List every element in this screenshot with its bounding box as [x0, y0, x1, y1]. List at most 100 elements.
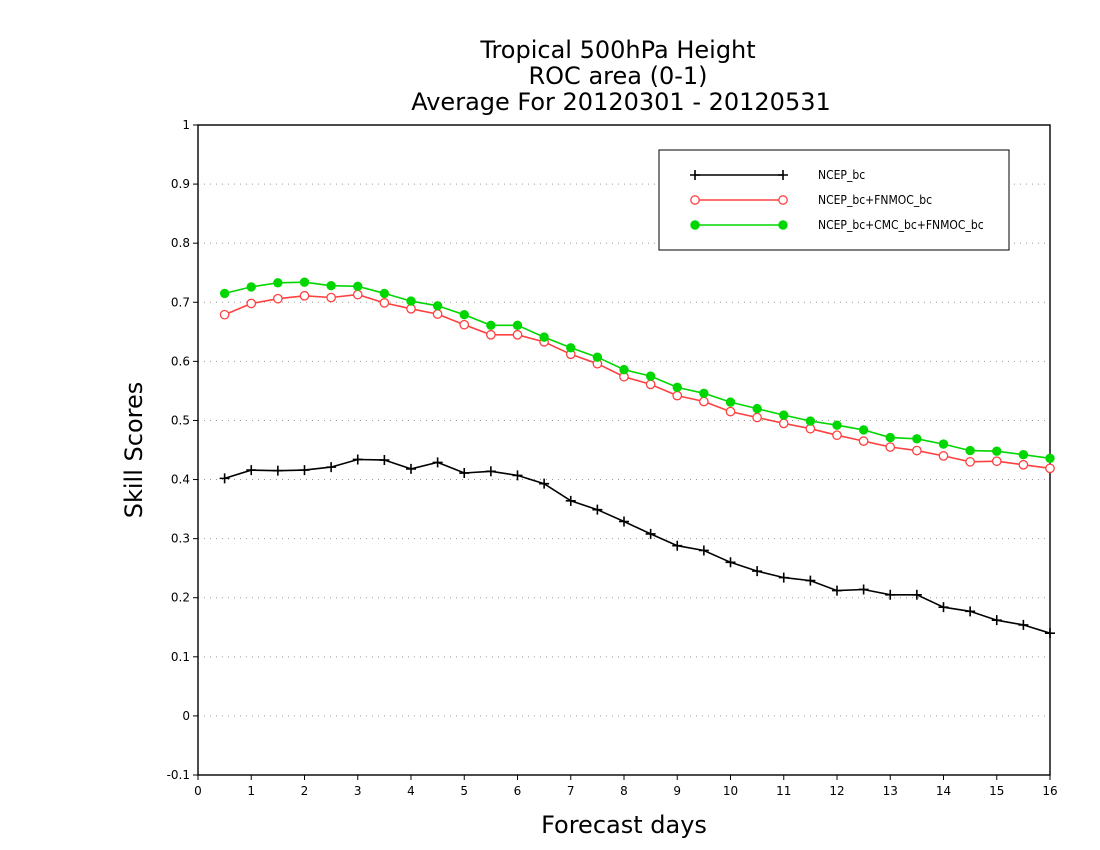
- x-tick-label: 7: [567, 784, 575, 798]
- data-point: [938, 439, 949, 449]
- data-point: [219, 473, 230, 484]
- series-1: [219, 454, 1055, 639]
- data-point: [725, 397, 736, 407]
- data-point: [485, 466, 496, 477]
- data-point: [965, 606, 976, 617]
- data-point: [690, 195, 700, 205]
- data-point: [352, 289, 363, 300]
- data-point: [219, 309, 230, 320]
- x-tick-label: 1: [247, 784, 255, 798]
- data-point: [1018, 459, 1029, 470]
- data-point: [965, 456, 975, 467]
- y-tick-label: 1: [182, 118, 190, 132]
- data-point: [1045, 453, 1055, 463]
- data-point: [219, 288, 230, 299]
- data-point: [486, 329, 496, 340]
- x-tick-label: 14: [936, 784, 951, 798]
- data-point: [778, 195, 788, 205]
- chart-title: Tropical 500hPa Height ROC area (0-1) Av…: [411, 36, 831, 116]
- data-point: [911, 589, 922, 600]
- y-tick-label: 0: [182, 709, 190, 723]
- legend-entry: NCEP_bc+CMC_bc+FNMOC_bc: [690, 218, 984, 232]
- data-point: [938, 451, 949, 461]
- data-point: [778, 220, 788, 230]
- series-2: [219, 289, 1055, 474]
- data-point: [353, 281, 363, 292]
- data-point: [832, 585, 842, 596]
- data-point: [299, 465, 310, 476]
- data-point: [1045, 628, 1055, 639]
- data-point: [992, 446, 1002, 456]
- x-axis-label: Forecast days: [541, 811, 707, 839]
- data-point: [938, 602, 949, 613]
- data-point: [539, 478, 550, 489]
- series-line: [224, 458, 1051, 634]
- data-point: [778, 572, 789, 583]
- data-point: [1018, 619, 1029, 630]
- y-tick-label: 0.5: [171, 413, 190, 427]
- data-point: [326, 292, 336, 303]
- y-tick-label: 0.4: [171, 473, 190, 487]
- data-point: [432, 309, 443, 319]
- y-tick-label: 0.8: [171, 236, 190, 250]
- y-tick-label: 0.2: [171, 591, 190, 605]
- data-point: [592, 352, 603, 362]
- legend-label: NCEP_bc+FNMOC_bc: [818, 193, 932, 207]
- data-point: [912, 445, 922, 456]
- data-point: [432, 457, 443, 468]
- x-tick-label: 15: [989, 784, 1004, 798]
- data-point: [991, 615, 1002, 626]
- y-tick-label: 0.3: [171, 532, 190, 546]
- legend-entry: NCEP_bc+FNMOC_bc: [690, 193, 932, 207]
- data-point: [486, 320, 496, 331]
- data-point: [326, 281, 336, 291]
- data-point: [619, 516, 629, 527]
- data-point: [379, 298, 390, 308]
- data-point: [273, 293, 283, 304]
- grid-lines: [198, 183, 1050, 717]
- y-tick-label: -0.1: [167, 768, 190, 782]
- data-point: [406, 303, 416, 314]
- data-point: [619, 364, 629, 375]
- data-point: [699, 396, 709, 407]
- data-point: [672, 390, 683, 401]
- data-point: [326, 462, 337, 473]
- data-point: [885, 432, 895, 443]
- data-point: [432, 301, 443, 311]
- data-point: [272, 465, 283, 476]
- x-tick-label: 12: [829, 784, 844, 798]
- data-point: [778, 170, 788, 180]
- data-point: [379, 455, 390, 466]
- data-point: [832, 430, 842, 441]
- data-point: [885, 442, 896, 452]
- series-line: [224, 293, 1051, 470]
- data-point: [512, 329, 523, 340]
- x-tick-label: 11: [776, 784, 791, 798]
- data-point: [539, 332, 549, 342]
- axes: -0.100.10.20.30.40.50.60.70.80.910 1 2 3 4 5 6…: [167, 118, 1058, 798]
- x-tick-label: 5: [460, 784, 468, 798]
- data-point: [698, 545, 709, 556]
- data-point: [699, 388, 709, 398]
- legend-label: NCEP_bc+CMC_bc+FNMOC_bc: [818, 218, 984, 232]
- data-point: [459, 319, 470, 330]
- y-tick-label: 0.6: [171, 354, 190, 368]
- data-point: [645, 528, 656, 539]
- series-line: [224, 281, 1051, 460]
- data-point: [858, 425, 869, 435]
- data-point: [805, 416, 816, 426]
- data-point: [352, 454, 363, 465]
- data-point: [592, 504, 603, 515]
- data-point: [858, 584, 869, 595]
- x-tick-label: 0: [194, 784, 202, 798]
- data-point: [725, 557, 736, 568]
- data-point: [379, 288, 390, 299]
- data-point: [1045, 463, 1055, 474]
- data-point: [273, 278, 283, 288]
- x-tick-label: 16: [1042, 784, 1057, 798]
- data-point: [778, 418, 789, 429]
- data-point: [246, 465, 257, 476]
- data-point: [645, 379, 656, 390]
- data-point: [246, 282, 256, 292]
